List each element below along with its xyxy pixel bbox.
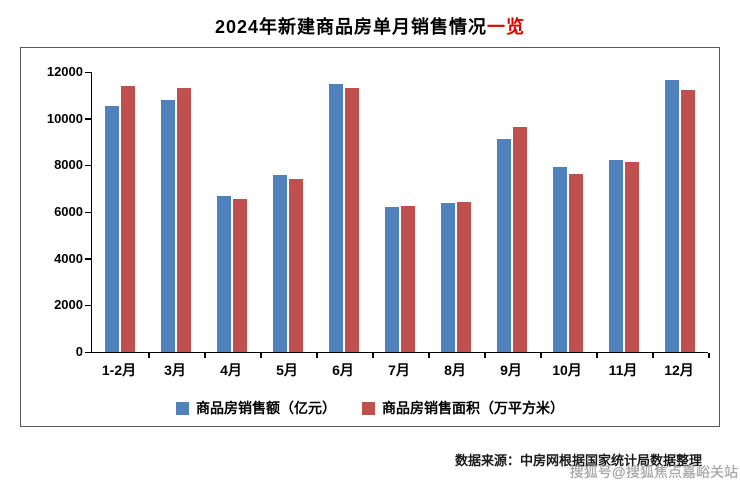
bar bbox=[121, 86, 135, 352]
legend: 商品房销售额（亿元） 商品房销售面积（万平方米） bbox=[21, 398, 719, 418]
bar bbox=[401, 206, 415, 352]
legend-label: 商品房销售面积（万平方米） bbox=[382, 400, 564, 416]
y-axis-tick bbox=[85, 118, 91, 120]
bar bbox=[497, 138, 511, 352]
bar bbox=[609, 159, 623, 352]
bar bbox=[217, 195, 231, 352]
x-axis-label: 12月 bbox=[664, 362, 694, 378]
y-axis-tick bbox=[85, 351, 91, 353]
y-axis-label: 4000 bbox=[54, 250, 83, 266]
x-axis-label: 4月 bbox=[220, 362, 242, 378]
bar bbox=[161, 100, 175, 352]
bar-group bbox=[260, 72, 316, 352]
y-axis-tick bbox=[85, 304, 91, 307]
bar bbox=[513, 126, 527, 352]
data-source-text: 数据来源：中房网根据国家统计局数据整理 bbox=[454, 453, 702, 468]
bar bbox=[625, 161, 639, 352]
bar-group bbox=[372, 72, 428, 352]
bar bbox=[273, 174, 287, 352]
legend-item: 商品房销售面积（万平方米） bbox=[362, 398, 564, 418]
page-title-accent: 一览 bbox=[487, 17, 526, 37]
legend-swatch-icon bbox=[176, 401, 189, 415]
x-axis-label: 3月 bbox=[164, 362, 186, 378]
legend-label: 商品房销售额（亿元） bbox=[196, 400, 336, 416]
bar bbox=[385, 207, 399, 352]
watermark-text: 搜狐号@搜狐焦点嘉峪关站 bbox=[569, 464, 738, 480]
bar-group bbox=[148, 72, 204, 352]
y-axis-tick bbox=[85, 258, 91, 260]
x-axis-tick bbox=[148, 353, 150, 358]
bar bbox=[329, 83, 343, 352]
x-axis-label: 10月 bbox=[552, 362, 582, 378]
x-axis-tick bbox=[204, 353, 206, 358]
legend-swatch-icon bbox=[362, 401, 375, 415]
bar-series-area bbox=[92, 72, 708, 352]
y-axis-label: 2000 bbox=[54, 297, 83, 313]
legend-item: 商品房销售额（亿元） bbox=[176, 398, 336, 418]
x-axis-tick bbox=[484, 353, 486, 358]
x-axis-tick bbox=[260, 353, 262, 358]
bar-group bbox=[428, 72, 484, 352]
bar-group bbox=[92, 72, 148, 352]
y-axis-label: 0 bbox=[75, 344, 83, 359]
x-axis-tick bbox=[428, 353, 430, 358]
x-axis-tick bbox=[708, 353, 710, 358]
x-axis-tick bbox=[596, 353, 598, 358]
bar bbox=[289, 179, 303, 352]
plot-area bbox=[85, 71, 710, 358]
y-axis-tick bbox=[85, 211, 91, 213]
y-axis-label: 6000 bbox=[54, 204, 83, 219]
x-axis-label: 8月 bbox=[444, 362, 466, 378]
bar bbox=[665, 80, 679, 352]
x-axis-labels: 1-2月 3月 4月 5月 6月 7月 8月 9月 10月 11月 12月 bbox=[91, 360, 707, 380]
bar-group bbox=[204, 72, 260, 352]
bar-group bbox=[652, 72, 708, 352]
y-axis-label: 8000 bbox=[54, 157, 83, 173]
bar bbox=[569, 173, 583, 352]
bar-group bbox=[540, 72, 596, 352]
x-axis-label: 6月 bbox=[332, 362, 354, 378]
bar bbox=[233, 199, 247, 352]
bar bbox=[105, 105, 119, 352]
x-axis-label: 7月 bbox=[388, 362, 410, 378]
x-axis-tick bbox=[652, 353, 654, 358]
bar bbox=[177, 88, 191, 352]
x-axis-label: 11月 bbox=[608, 362, 638, 378]
y-axis-label: 12000 bbox=[46, 64, 83, 79]
bar bbox=[681, 89, 695, 352]
x-axis-tick bbox=[372, 353, 374, 358]
x-axis-tick bbox=[540, 353, 542, 358]
bar bbox=[345, 88, 359, 352]
chart-container: 0 2000 4000 6000 8000 10000 12000 1-2月 3月 4月 5月 6月… bbox=[20, 47, 720, 427]
bar-group bbox=[316, 72, 372, 352]
y-axis-tick bbox=[85, 71, 91, 73]
x-axis-label: 5月 bbox=[276, 362, 298, 378]
page-title: 2024年新建商品房单月销售情况一览 bbox=[0, 13, 740, 39]
bar-group bbox=[484, 72, 540, 352]
page-title-main: 2024年新建商品房单月销售情况 bbox=[214, 17, 488, 37]
y-axis-label: 10000 bbox=[46, 110, 83, 126]
bar bbox=[457, 201, 471, 352]
x-axis-label: 9月 bbox=[500, 362, 522, 378]
bar bbox=[441, 202, 455, 352]
x-axis-tick bbox=[316, 353, 318, 358]
bar bbox=[553, 166, 567, 352]
y-axis-tick bbox=[85, 164, 91, 167]
x-axis-label: 1-2月 bbox=[101, 362, 137, 378]
bar-group bbox=[596, 72, 652, 352]
